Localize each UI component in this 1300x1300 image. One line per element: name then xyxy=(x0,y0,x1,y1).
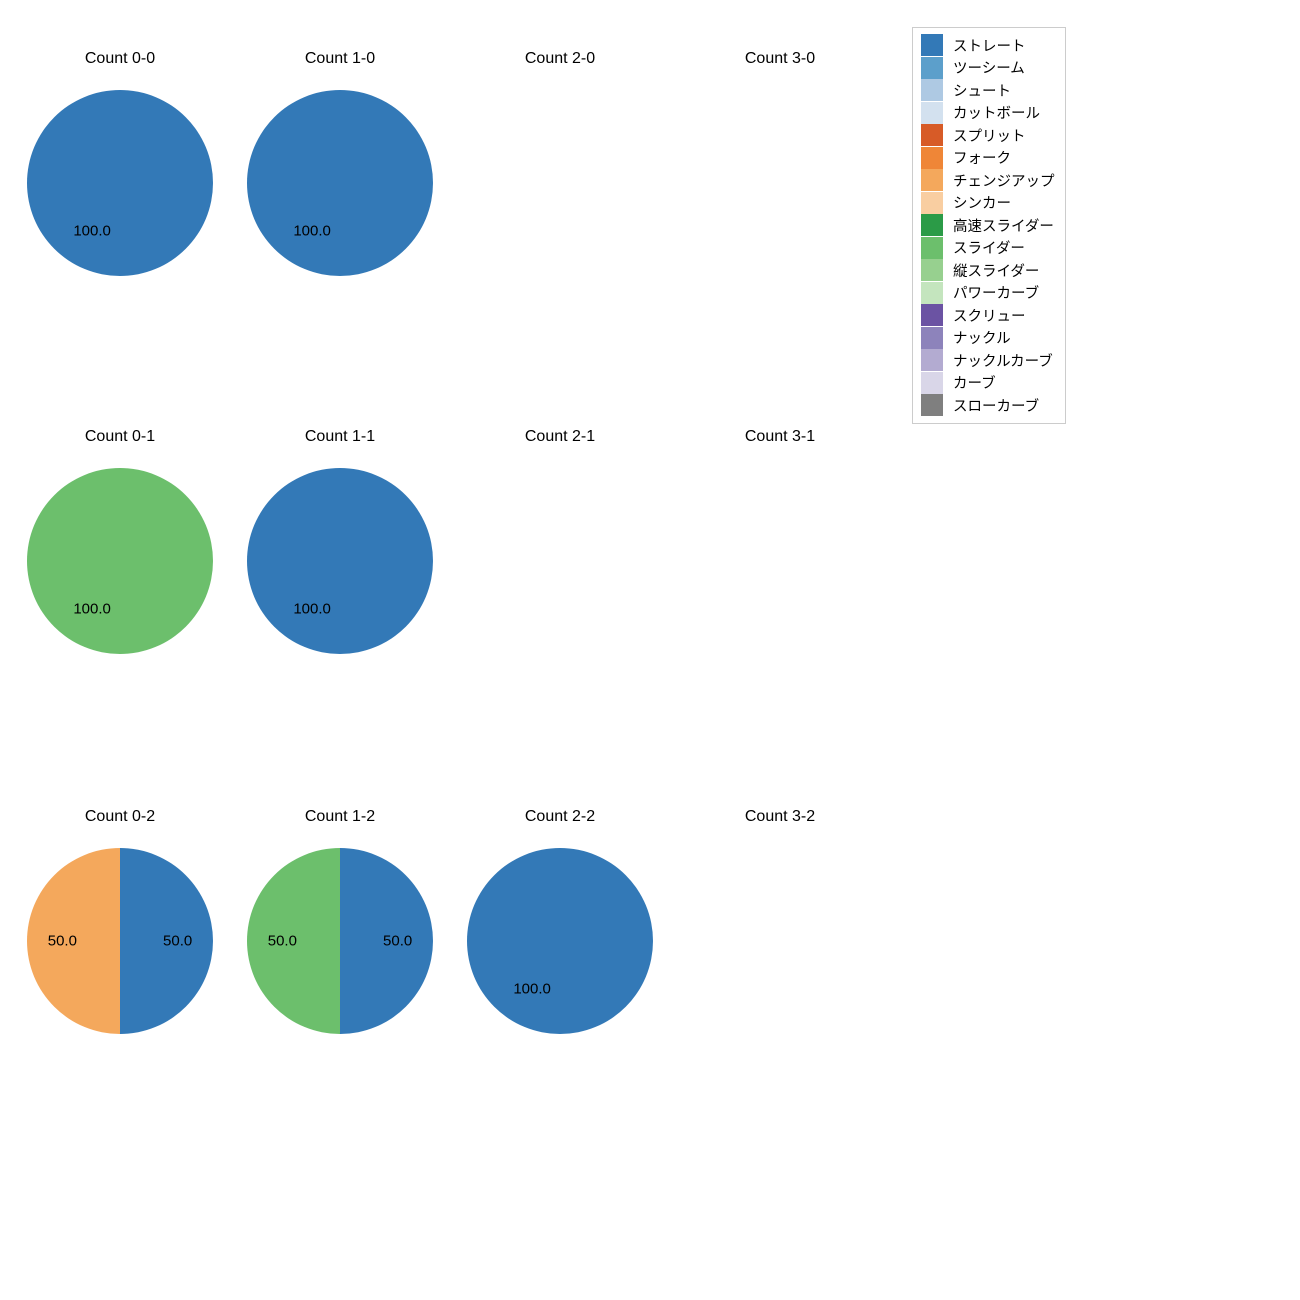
legend-swatch xyxy=(921,237,943,259)
legend-label: スクリュー xyxy=(953,305,1026,326)
pie-chart xyxy=(687,468,873,654)
legend-swatch xyxy=(921,394,943,416)
legend-label: フォーク xyxy=(953,147,1011,168)
pie-chart: 100.0 xyxy=(467,848,653,1034)
pie-panel: Count 1-1 100.0 xyxy=(230,428,450,654)
pie-chart: 50.0 50.0 xyxy=(247,848,433,1034)
legend-item: ナックル xyxy=(921,327,1055,350)
legend-label: シンカー xyxy=(953,192,1011,213)
legend-label: スプリット xyxy=(953,125,1026,146)
pie-title: Count 1-2 xyxy=(230,808,450,826)
legend-item: 縦スライダー xyxy=(921,259,1055,282)
pie-title: Count 1-0 xyxy=(230,50,450,68)
pie-panel: Count 2-1 xyxy=(450,428,670,654)
legend-label: カーブ xyxy=(953,372,996,393)
legend: ストレートツーシームシュートカットボールスプリットフォークチェンジアップシンカー… xyxy=(912,27,1066,424)
legend-swatch xyxy=(921,282,943,304)
legend-item: スローカーブ xyxy=(921,394,1055,417)
pie-chart: 100.0 xyxy=(247,90,433,276)
legend-label: 高速スライダー xyxy=(953,215,1054,236)
pie-panel: Count 1-2 50.0 50.0 xyxy=(230,808,450,1034)
legend-label: カットボール xyxy=(953,102,1040,123)
pie-chart: 100.0 xyxy=(247,468,433,654)
legend-item: スライダー xyxy=(921,237,1055,260)
pie-slice-label: 50.0 xyxy=(268,933,297,950)
pie-panel: Count 2-2 100.0 xyxy=(450,808,670,1034)
pie-panel: Count 3-2 xyxy=(670,808,890,1034)
legend-swatch xyxy=(921,169,943,191)
legend-item: ストレート xyxy=(921,34,1055,57)
pie-panel: Count 0-0 100.0 xyxy=(10,50,230,276)
legend-label: ナックル xyxy=(953,327,1011,348)
legend-item: チェンジアップ xyxy=(921,169,1055,192)
pie-slice-label: 50.0 xyxy=(163,933,192,950)
legend-swatch xyxy=(921,327,943,349)
legend-label: ナックルカーブ xyxy=(953,350,1053,371)
legend-item: シュート xyxy=(921,79,1055,102)
legend-item: フォーク xyxy=(921,147,1055,170)
legend-label: スローカーブ xyxy=(953,395,1039,416)
legend-label: パワーカーブ xyxy=(953,282,1039,303)
pie-title: Count 3-0 xyxy=(670,50,890,68)
pie-title: Count 2-1 xyxy=(450,428,670,446)
pie-chart xyxy=(467,90,653,276)
pie-slice-label: 50.0 xyxy=(48,933,77,950)
pie-title: Count 1-1 xyxy=(230,428,450,446)
pie-slice-label: 100.0 xyxy=(73,223,111,240)
root-canvas: Count 0-0100.0Count 1-0100.0Count 2-0Cou… xyxy=(0,0,1300,1300)
pie-slice-label: 100.0 xyxy=(513,981,551,998)
legend-item: カットボール xyxy=(921,102,1055,125)
pie-title: Count 3-2 xyxy=(670,808,890,826)
legend-label: シュート xyxy=(953,80,1011,101)
pie-title: Count 0-1 xyxy=(10,428,230,446)
pie-slice-label: 100.0 xyxy=(293,601,331,618)
legend-item: スプリット xyxy=(921,124,1055,147)
pie-title: Count 3-1 xyxy=(670,428,890,446)
pie-chart: 100.0 xyxy=(27,90,213,276)
legend-item: ツーシーム xyxy=(921,57,1055,80)
pie-title: Count 2-0 xyxy=(450,50,670,68)
legend-swatch xyxy=(921,192,943,214)
legend-swatch xyxy=(921,147,943,169)
legend-swatch xyxy=(921,102,943,124)
legend-swatch xyxy=(921,214,943,236)
pie-title: Count 2-2 xyxy=(450,808,670,826)
pie-chart: 50.0 50.0 xyxy=(27,848,213,1034)
legend-swatch xyxy=(921,349,943,371)
pie-title: Count 0-2 xyxy=(10,808,230,826)
legend-swatch xyxy=(921,304,943,326)
pie-chart: 100.0 xyxy=(27,468,213,654)
legend-label: チェンジアップ xyxy=(953,170,1055,191)
pie-chart xyxy=(467,468,653,654)
legend-item: スクリュー xyxy=(921,304,1055,327)
pie-chart xyxy=(687,90,873,276)
legend-swatch xyxy=(921,79,943,101)
legend-swatch xyxy=(921,259,943,281)
pie-panel: Count 3-1 xyxy=(670,428,890,654)
legend-item: 高速スライダー xyxy=(921,214,1055,237)
pie-chart xyxy=(687,848,873,1034)
pie-panel: Count 0-1 100.0 xyxy=(10,428,230,654)
pie-panel: Count 2-0 xyxy=(450,50,670,276)
legend-label: ストレート xyxy=(953,35,1026,56)
legend-swatch xyxy=(921,372,943,394)
legend-item: ナックルカーブ xyxy=(921,349,1055,372)
legend-label: スライダー xyxy=(953,237,1025,258)
legend-swatch xyxy=(921,124,943,146)
legend-label: ツーシーム xyxy=(953,57,1025,78)
legend-item: パワーカーブ xyxy=(921,282,1055,305)
pie-panel: Count 3-0 xyxy=(670,50,890,276)
pie-panel: Count 0-2 50.0 50.0 xyxy=(10,808,230,1034)
legend-item: カーブ xyxy=(921,372,1055,395)
legend-item: シンカー xyxy=(921,192,1055,215)
pie-slice-label: 100.0 xyxy=(73,601,111,618)
pie-panel: Count 1-0 100.0 xyxy=(230,50,450,276)
legend-swatch xyxy=(921,57,943,79)
pie-slice-label: 50.0 xyxy=(383,933,412,950)
pie-slice-label: 100.0 xyxy=(293,223,331,240)
legend-label: 縦スライダー xyxy=(953,260,1039,281)
legend-swatch xyxy=(921,34,943,56)
pie-title: Count 0-0 xyxy=(10,50,230,68)
